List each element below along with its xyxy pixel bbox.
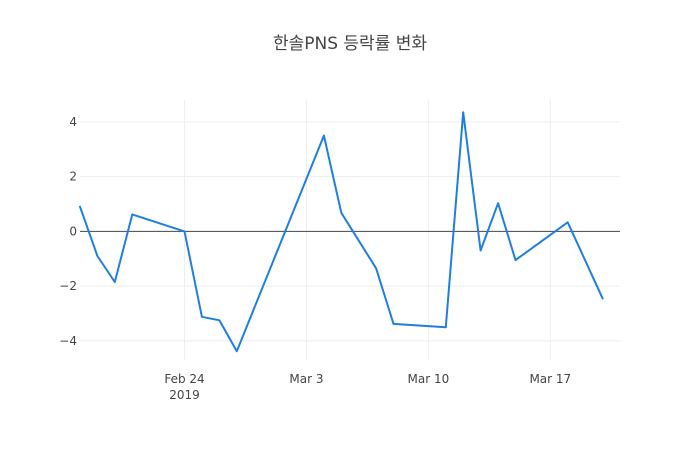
y-tick-label: −2 bbox=[59, 279, 77, 293]
series-line bbox=[79, 111, 604, 353]
x-tick-label: Mar 10 bbox=[408, 372, 450, 386]
x-tick-label: Mar 3 bbox=[289, 372, 323, 386]
y-tick-label: −4 bbox=[59, 334, 77, 348]
y-tick-label: 0 bbox=[69, 224, 77, 238]
x-tick-sublabel: 2019 bbox=[169, 388, 200, 402]
axes: Feb 24 2019 Mar 3 Mar 10 Mar 17 4 2 0 −2 −4 bbox=[59, 115, 571, 402]
chart-title: 한솔PNS 등락률 변화 bbox=[273, 34, 427, 54]
y-tick-label: 4 bbox=[69, 115, 77, 129]
x-tick-label: Feb 24 bbox=[164, 372, 204, 386]
grid bbox=[80, 100, 620, 360]
y-tick-label: 2 bbox=[69, 170, 77, 184]
series-layer bbox=[79, 111, 604, 353]
x-tick-label: Mar 17 bbox=[529, 372, 571, 386]
